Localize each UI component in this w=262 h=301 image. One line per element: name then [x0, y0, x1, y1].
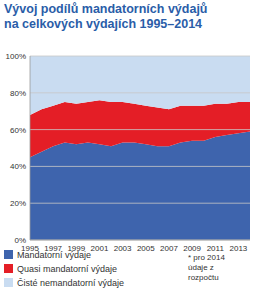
legend-swatch [4, 250, 13, 259]
y-tick-label: 40% [10, 162, 26, 171]
title: na celkových výdajích 1995–2014 [4, 17, 202, 31]
legend-label: Čisté nemandatorní výdaje [17, 278, 124, 288]
x-axis [30, 240, 250, 241]
grid-line [30, 203, 250, 204]
y-tick-label: 80% [10, 89, 26, 98]
legend-swatch [4, 264, 13, 273]
y-tick-label: 100% [6, 52, 26, 61]
x-tick-label: 2001 [91, 244, 109, 253]
x-tick-label: 2013 [230, 244, 248, 253]
y-axis [30, 56, 31, 240]
chart: Vývoj podílů mandatorních výdajůna celko… [0, 0, 262, 301]
note: údaje z [188, 263, 214, 272]
x-tick-label: 2009 [183, 244, 201, 253]
y-tick-label: 60% [10, 126, 26, 135]
area [30, 56, 250, 115]
area [30, 100, 250, 157]
grid-line [30, 56, 250, 57]
y-tick-label: 20% [10, 199, 26, 208]
plot-area [30, 56, 250, 240]
x-tick-label: 2007 [160, 244, 178, 253]
grid-line [30, 129, 250, 130]
x-tick-label: 2005 [137, 244, 155, 253]
x-tick-label: 2003 [114, 244, 132, 253]
grid-line [30, 166, 250, 167]
grid-line [30, 240, 250, 241]
title: Vývoj podílů mandatorních výdajů [4, 2, 208, 16]
x-tick-label: 2011 [207, 244, 225, 253]
note: * pro 2014 [188, 253, 225, 262]
legend-label: Quasi mandatorní výdaje [17, 264, 117, 274]
note: rozpočtu [188, 273, 219, 282]
legend-swatch [4, 278, 13, 287]
area [30, 131, 250, 240]
legend-label: Mandatorní výdaje [17, 250, 91, 260]
grid-line [30, 92, 250, 93]
